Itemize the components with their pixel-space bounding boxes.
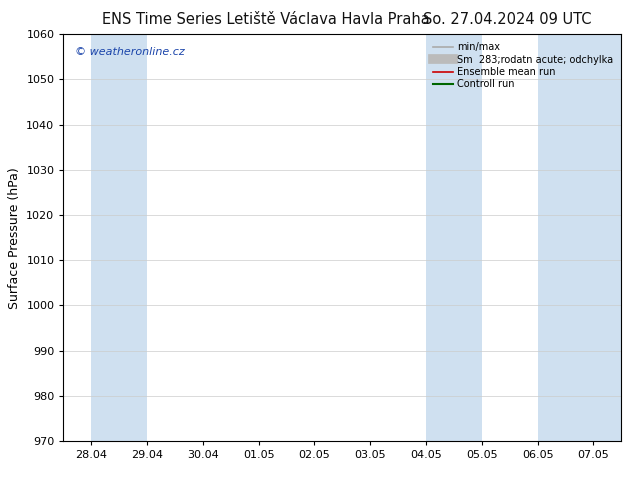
Text: So. 27.04.2024 09 UTC: So. 27.04.2024 09 UTC (423, 12, 592, 27)
Bar (426, 34, 482, 441)
Bar (538, 34, 634, 441)
Legend: min/max, Sm  283;rodatn acute; odchylka, Ensemble mean run, Controll run: min/max, Sm 283;rodatn acute; odchylka, … (429, 38, 618, 93)
Y-axis label: Surface Pressure (hPa): Surface Pressure (hPa) (8, 167, 21, 309)
Text: ENS Time Series Letiště Václava Havla Praha: ENS Time Series Letiště Václava Havla Pr… (103, 12, 430, 27)
Bar (91, 34, 147, 441)
Text: © weatheronline.cz: © weatheronline.cz (75, 47, 184, 56)
